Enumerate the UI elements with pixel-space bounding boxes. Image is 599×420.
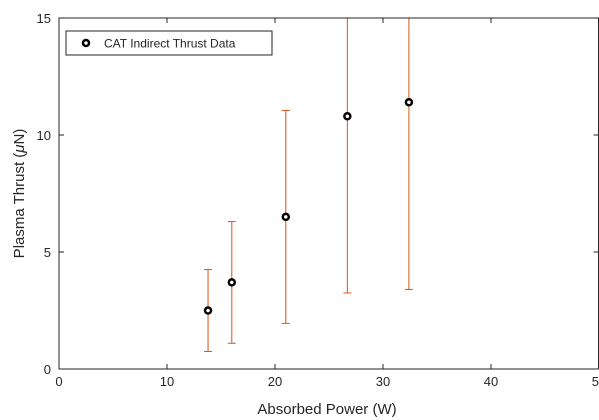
axis-ticks: 0 10 20 30 40 50 0 5 10 15 <box>37 11 599 389</box>
plot-area-box <box>58 17 599 370</box>
y-axis-label-unit-rest: N) <box>11 129 28 145</box>
data-point <box>343 112 352 121</box>
data-point <box>227 278 237 287</box>
x-tick-label: 10 <box>160 374 174 389</box>
y-axis-label-unit-mu: μ <box>11 145 28 154</box>
error-bars <box>204 18 413 352</box>
legend-box <box>65 30 273 56</box>
legend: CAT Indirect Thrust Data <box>65 30 273 56</box>
x-tick-label: 0 <box>55 374 62 389</box>
legend-marker <box>81 38 91 48</box>
data-point <box>404 97 414 107</box>
data-markers <box>203 97 414 315</box>
y-tick-label: 0 <box>44 362 51 377</box>
data-point <box>281 212 291 222</box>
y-axis-label-prefix: Plasma Thrust ( <box>11 153 28 259</box>
x-tick-label: 50 <box>592 374 599 389</box>
y-axis-label: Plasma Thrust (μN) <box>11 129 28 259</box>
x-tick-label: 40 <box>484 374 498 389</box>
y-tick-label: 15 <box>37 11 51 26</box>
x-tick-label: 30 <box>376 374 390 389</box>
y-tick-label: 5 <box>44 245 51 260</box>
x-tick-label: 20 <box>268 374 282 389</box>
y-tick-label: 10 <box>37 128 51 143</box>
x-axis-label: Absorbed Power (W) <box>257 401 396 418</box>
legend-label: CAT Indirect Thrust Data <box>104 37 236 51</box>
data-point <box>203 306 213 315</box>
